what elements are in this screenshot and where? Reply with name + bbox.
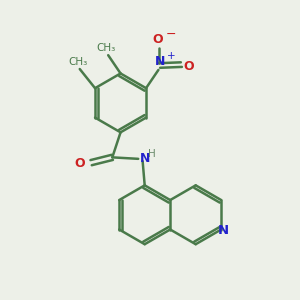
Text: O: O bbox=[74, 157, 85, 170]
Text: N: N bbox=[140, 152, 150, 165]
Text: H: H bbox=[148, 149, 155, 159]
Text: O: O bbox=[183, 61, 194, 74]
Text: CH₃: CH₃ bbox=[97, 44, 116, 53]
Text: N: N bbox=[218, 224, 229, 238]
Text: −: − bbox=[166, 28, 176, 41]
Text: O: O bbox=[153, 33, 164, 46]
Text: +: + bbox=[167, 51, 176, 61]
Text: N: N bbox=[154, 56, 165, 68]
Text: CH₃: CH₃ bbox=[69, 57, 88, 67]
